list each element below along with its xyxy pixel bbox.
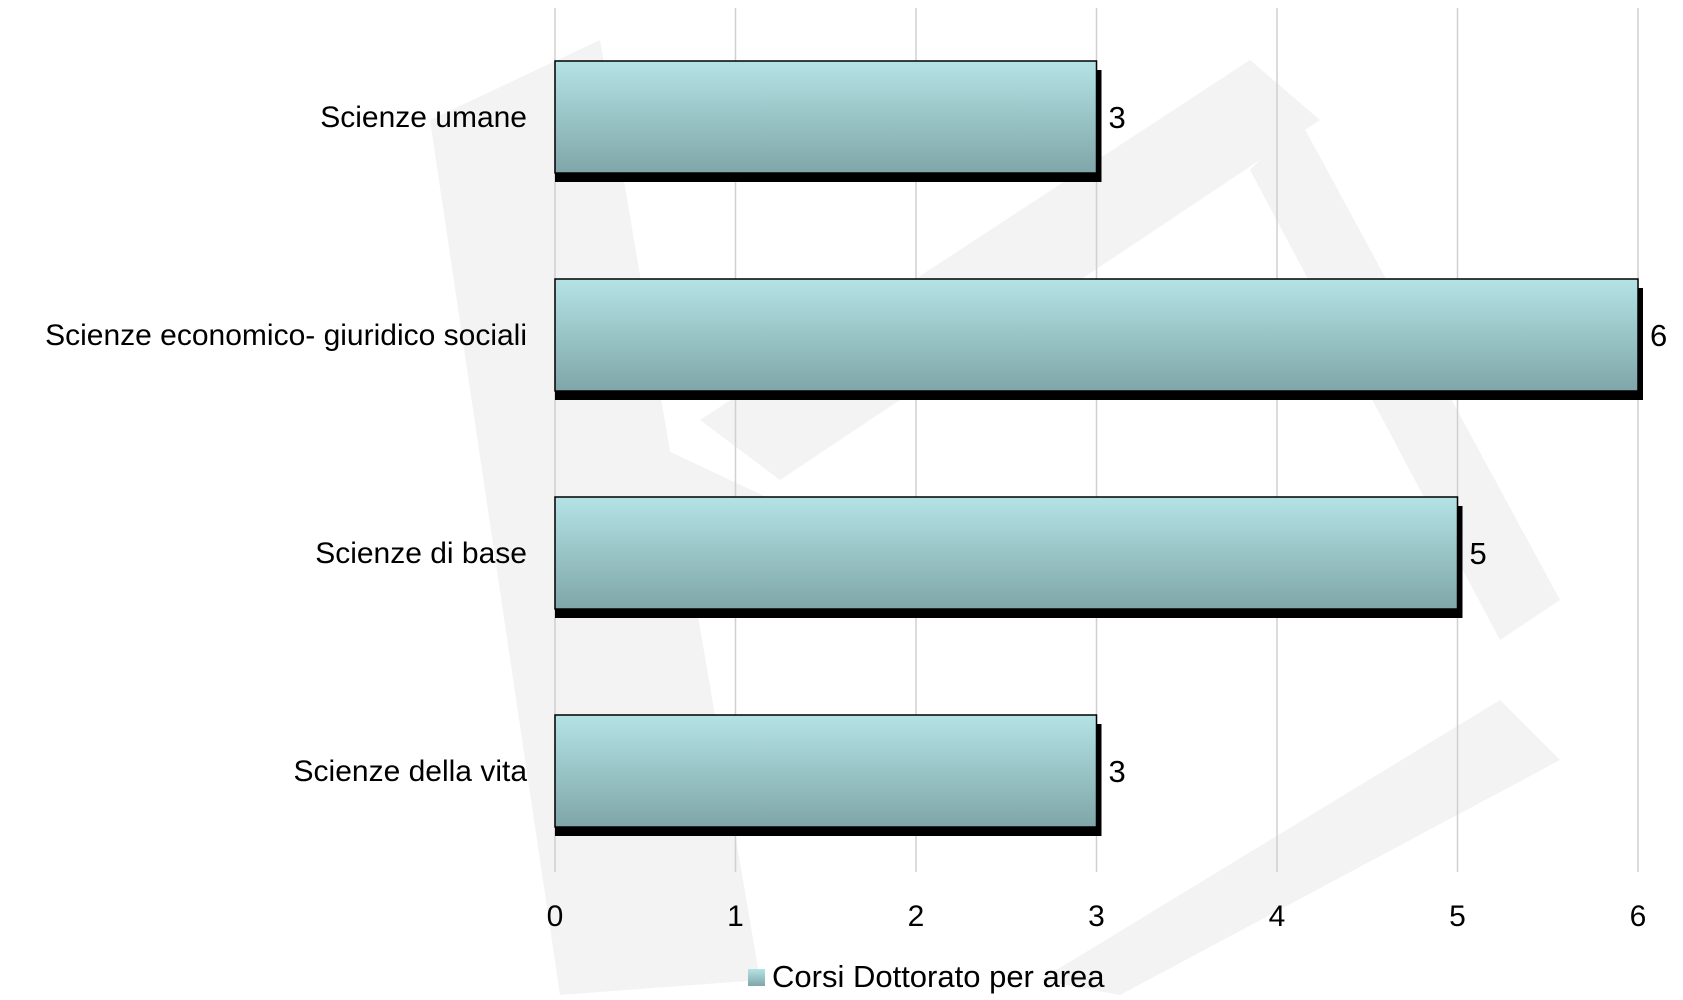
legend: Corsi Dottorato per area bbox=[748, 959, 1105, 994]
category-axis: Scienze umane Scienze economico- giuridic… bbox=[45, 101, 527, 788]
category-label: Scienze umane bbox=[320, 101, 527, 134]
data-label: 6 bbox=[1650, 318, 1667, 353]
bar bbox=[554, 278, 1639, 392]
x-tick-label: 2 bbox=[908, 900, 925, 933]
data-label: 3 bbox=[1109, 100, 1126, 135]
x-tick-label: 1 bbox=[727, 900, 744, 933]
value-axis: 0 1 2 3 4 5 6 bbox=[547, 900, 1647, 933]
bar-group bbox=[554, 714, 1102, 836]
bar-group bbox=[554, 60, 1102, 182]
legend-swatch bbox=[748, 969, 765, 986]
x-tick-label: 0 bbox=[547, 900, 564, 933]
data-labels: 3 6 5 3 bbox=[1109, 100, 1668, 789]
bar bbox=[554, 496, 1459, 610]
bar-group bbox=[554, 278, 1643, 400]
x-tick-label: 6 bbox=[1630, 900, 1647, 933]
bar-group bbox=[554, 496, 1463, 618]
category-label: Scienze economico- giuridico sociali bbox=[45, 319, 527, 352]
legend-label: Corsi Dottorato per area bbox=[772, 959, 1105, 994]
x-tick-label: 5 bbox=[1449, 900, 1466, 933]
bar bbox=[554, 714, 1098, 828]
category-label: Scienze della vita bbox=[294, 755, 528, 788]
x-tick-label: 3 bbox=[1088, 900, 1105, 933]
x-tick-label: 4 bbox=[1269, 900, 1286, 933]
data-label: 5 bbox=[1470, 536, 1487, 571]
data-label: 3 bbox=[1109, 754, 1126, 789]
bars bbox=[554, 60, 1643, 836]
category-label: Scienze di base bbox=[315, 537, 527, 570]
watermark-shape-4 bbox=[1040, 700, 1560, 995]
bar bbox=[554, 60, 1098, 174]
